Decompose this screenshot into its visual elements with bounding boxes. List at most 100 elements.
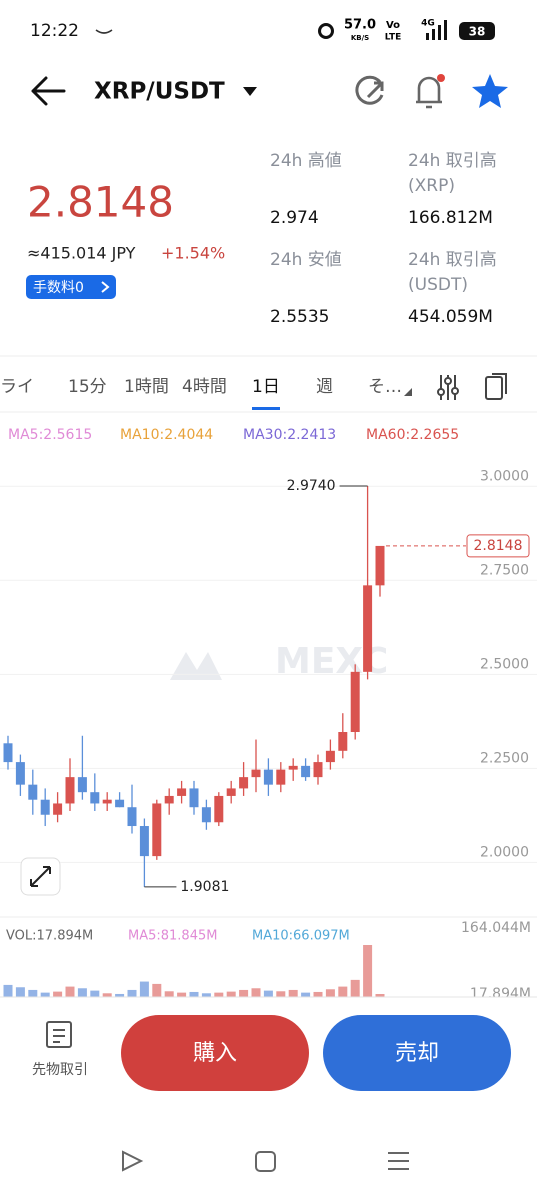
volume-bar: [28, 989, 38, 1000]
volume-bar: [214, 992, 224, 1000]
candle-body: [239, 777, 249, 789]
timeframe-tab[interactable]: 1時間: [124, 377, 169, 397]
y-tick-label: 2.2500: [480, 750, 529, 766]
volume-bar: [363, 945, 373, 1000]
pair-dropdown[interactable]: [243, 87, 257, 96]
volume-bar: [325, 989, 335, 1000]
battery-level: 38: [469, 25, 486, 39]
volume-bar: [288, 989, 298, 1000]
stat-label: 24h 安値: [270, 250, 342, 270]
volume-bar: [263, 990, 273, 1000]
bell-icon[interactable]: [416, 76, 442, 109]
candle-body: [3, 743, 13, 763]
candle-body: [28, 784, 38, 800]
share-icon[interactable]: [355, 75, 384, 105]
volume-bar: [177, 992, 187, 1000]
futures-label[interactable]: 先物取引: [32, 1062, 88, 1078]
candle-body: [53, 803, 63, 815]
volume-bar: [90, 990, 100, 1000]
candle-body: [226, 788, 236, 796]
volume-bar: [139, 981, 149, 1000]
stat-value: 166.812M: [408, 208, 493, 228]
candle-body: [40, 799, 50, 815]
candle-body: [301, 765, 311, 778]
y-tick-label: 2.0000: [480, 844, 529, 860]
volume-bar: [53, 991, 63, 1000]
candle-body: [127, 807, 137, 827]
volume-bar: [301, 992, 311, 1000]
status-icon: [95, 29, 113, 34]
candle-body: [263, 769, 273, 785]
fee-badge[interactable]: [26, 275, 116, 299]
sell-button[interactable]: [323, 1015, 511, 1091]
candle-body: [288, 765, 298, 770]
status-speed: 57.0: [344, 18, 376, 33]
fee-text: 手数料0: [33, 280, 84, 296]
candle-body: [90, 792, 100, 804]
back-button[interactable]: [31, 76, 66, 106]
volume-bar: [152, 983, 162, 1000]
high-label: 2.9740: [287, 478, 336, 494]
watermark-logo: [170, 652, 222, 680]
volume-bar: [164, 991, 174, 1000]
ma-legend: MA60:2.2655: [366, 427, 459, 443]
timeframe-tab[interactable]: ライ: [0, 377, 34, 397]
volume-bar: [65, 986, 75, 1000]
candle-body: [313, 762, 323, 778]
ma-legend: MA10:2.4044: [120, 427, 213, 443]
favorite-star[interactable]: [472, 74, 508, 108]
status-time: 12:22: [30, 21, 79, 41]
candle-body: [177, 788, 187, 796]
ma-legend: MA5:2.5615: [8, 427, 92, 443]
volume-tick-label: 164.044M: [461, 920, 531, 936]
stat-value: 454.059M: [408, 307, 493, 327]
stat-label: 24h 高値: [270, 151, 342, 171]
candle-body: [214, 795, 224, 823]
candle-body: [276, 769, 286, 785]
nav-recents[interactable]: [388, 1152, 409, 1170]
candle-body: [77, 777, 87, 793]
volume-ma5: MA5:81.845M: [128, 929, 217, 944]
candle-body: [164, 795, 174, 804]
sell-label: 売却: [395, 1041, 439, 1066]
stat-label: (USDT): [408, 275, 468, 295]
status-volte: Vo: [386, 20, 400, 31]
share-icon-arrow: [366, 81, 384, 99]
ma-legend: MA30:2.2413: [243, 427, 336, 443]
timeframe-tab[interactable]: 15分: [68, 377, 107, 397]
status-speed-unit: KB/S: [351, 34, 369, 42]
candle-body: [152, 803, 162, 857]
candle-body: [139, 826, 149, 857]
candle-body: [201, 807, 211, 823]
buy-label: 購入: [193, 1041, 237, 1066]
last-price-box: [466, 534, 530, 558]
timeframe-tab[interactable]: 週: [316, 377, 333, 397]
volume-ma10: MA10:66.097M: [252, 929, 350, 944]
last-price: 2.8148: [27, 178, 174, 227]
indicator-settings[interactable]: [437, 375, 459, 400]
last-price-label: 2.8148: [474, 538, 523, 554]
candle-body: [251, 769, 261, 778]
candle-body: [375, 545, 385, 586]
candle-body: [325, 750, 335, 763]
y-tick-label: 2.5000: [480, 656, 529, 672]
volume-bar: [40, 992, 50, 1000]
timeframe-tab[interactable]: 1日: [252, 377, 280, 397]
futures-icon[interactable]: [46, 1021, 72, 1048]
layout-toggle[interactable]: [485, 373, 507, 400]
candle-body: [189, 788, 199, 808]
expand-icon: [30, 866, 51, 887]
volume-bar: [276, 991, 286, 1000]
y-tick-label: 2.7500: [480, 562, 529, 578]
nav-home[interactable]: [255, 1151, 276, 1172]
nav-back[interactable]: [122, 1150, 144, 1172]
signal-icon: [426, 20, 447, 40]
volume-bar: [350, 979, 360, 1000]
stat-label: (XRP): [408, 176, 455, 196]
pair-title[interactable]: XRP/USDT: [94, 79, 225, 105]
volume-bar: [127, 989, 137, 1000]
buy-button[interactable]: [121, 1015, 309, 1091]
timeframe-tab[interactable]: そ…: [368, 377, 402, 397]
stat-value: 2.974: [270, 208, 319, 228]
timeframe-tab[interactable]: 4時間: [182, 377, 227, 397]
